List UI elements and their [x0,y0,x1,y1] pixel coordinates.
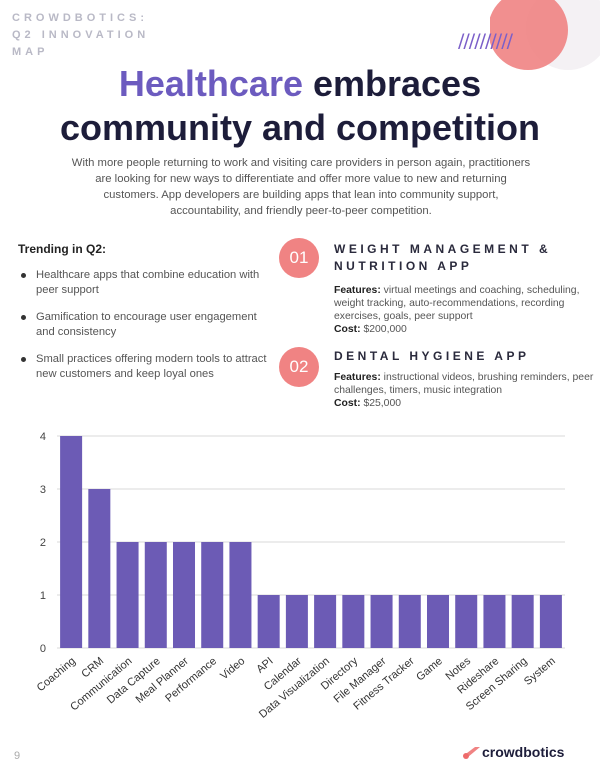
y-tick-label: 2 [40,537,46,549]
x-tick-label: Video [218,655,247,682]
brand-line-3: MAP [12,46,49,58]
features-label: Features: [334,372,381,383]
brand-header: CROWDBOTICS: Q2 INNOVATION MAP [12,10,149,61]
app-cost: Cost: $200,000 [334,323,594,336]
y-tick-label: 3 [40,484,46,496]
bar-performance [201,542,224,648]
app-cost: Cost: $25,000 [334,397,596,410]
title-highlight: Healthcare [118,63,303,104]
app-number-badge: 02 [279,347,319,387]
features-label: Features: [334,285,381,296]
trending-heading: Trending in Q2: [18,242,107,256]
slash-decoration: ////////// [458,30,513,52]
brand-line-1: CROWDBOTICS: [12,12,148,24]
crowdbotics-logo-icon [463,747,480,759]
app-title-line1: DENTAL HYGIENE APP [334,349,530,363]
bar-file-manager [370,595,393,648]
bar-system [539,595,562,648]
y-tick-label: 4 [40,431,46,443]
bar-data-capture [144,542,167,648]
bar-notes [455,595,478,648]
title-line2: community and competition [59,107,541,148]
title-line1-rest: embraces [302,63,482,104]
trending-list: Healthcare apps that combine education w… [18,268,268,394]
cost-value: $200,000 [360,324,407,335]
page-title: Healthcare embraces community and compet… [0,62,600,150]
trending-item: Gamification to encourage user engagemen… [18,310,268,340]
cost-label: Cost: [334,398,361,409]
bar-meal-planner [172,542,196,648]
decor-circle-coral [490,0,568,70]
x-tick-label: System [522,655,558,688]
chart-y-axis: 0 1 2 3 4 [40,431,46,655]
bar-screen-sharing [511,595,534,648]
app-title-line2: NUTRITION APP [334,259,473,273]
bar-video [229,542,252,648]
bar-data-visualization [314,595,337,648]
bar-rideshare [483,595,506,648]
bar-directory [342,595,365,648]
x-tick-label: Coaching [35,655,78,694]
features-text: virtual meetings and coaching, schedulin… [334,285,580,322]
trending-item: Healthcare apps that combine education w… [18,268,268,298]
bar-fitness-tracker [398,595,421,648]
cost-label: Cost: [334,324,361,335]
intro-paragraph: With more people returning to work and v… [71,157,531,217]
cost-value: $25,000 [360,398,402,409]
trending-item: Small practices offering modern tools to… [18,352,268,382]
page-number: 9 [14,750,21,762]
app-title-line1: WEIGHT MANAGEMENT & [334,242,552,256]
bar-crm [88,489,111,648]
x-tick-label: Game [414,655,445,683]
app-card-weight: WEIGHT MANAGEMENT & NUTRITION APP Featur… [334,241,594,336]
brand-line-2: Q2 INNOVATION [12,29,150,41]
app-features: Features: virtual meetings and coaching,… [334,284,594,323]
y-tick-label: 0 [40,643,46,655]
bar-api [257,595,280,648]
bar-calendar [285,595,308,648]
bar-game [426,595,450,648]
decorative-circles [490,0,600,70]
bar-communication [116,542,139,648]
app-features: Features: instructional videos, brushing… [334,371,596,397]
chart-grid [57,435,565,649]
footer-brand: crowdbotics [482,744,565,760]
chart-bars [60,436,562,648]
app-number-badge: 01 [279,238,319,278]
x-tick-label: API [254,655,275,676]
bar-coaching [60,436,83,648]
features-text: instructional videos, brushing reminders… [334,372,594,396]
y-tick-label: 1 [40,590,46,602]
app-card-dental: DENTAL HYGIENE APP Features: instruction… [334,348,596,410]
